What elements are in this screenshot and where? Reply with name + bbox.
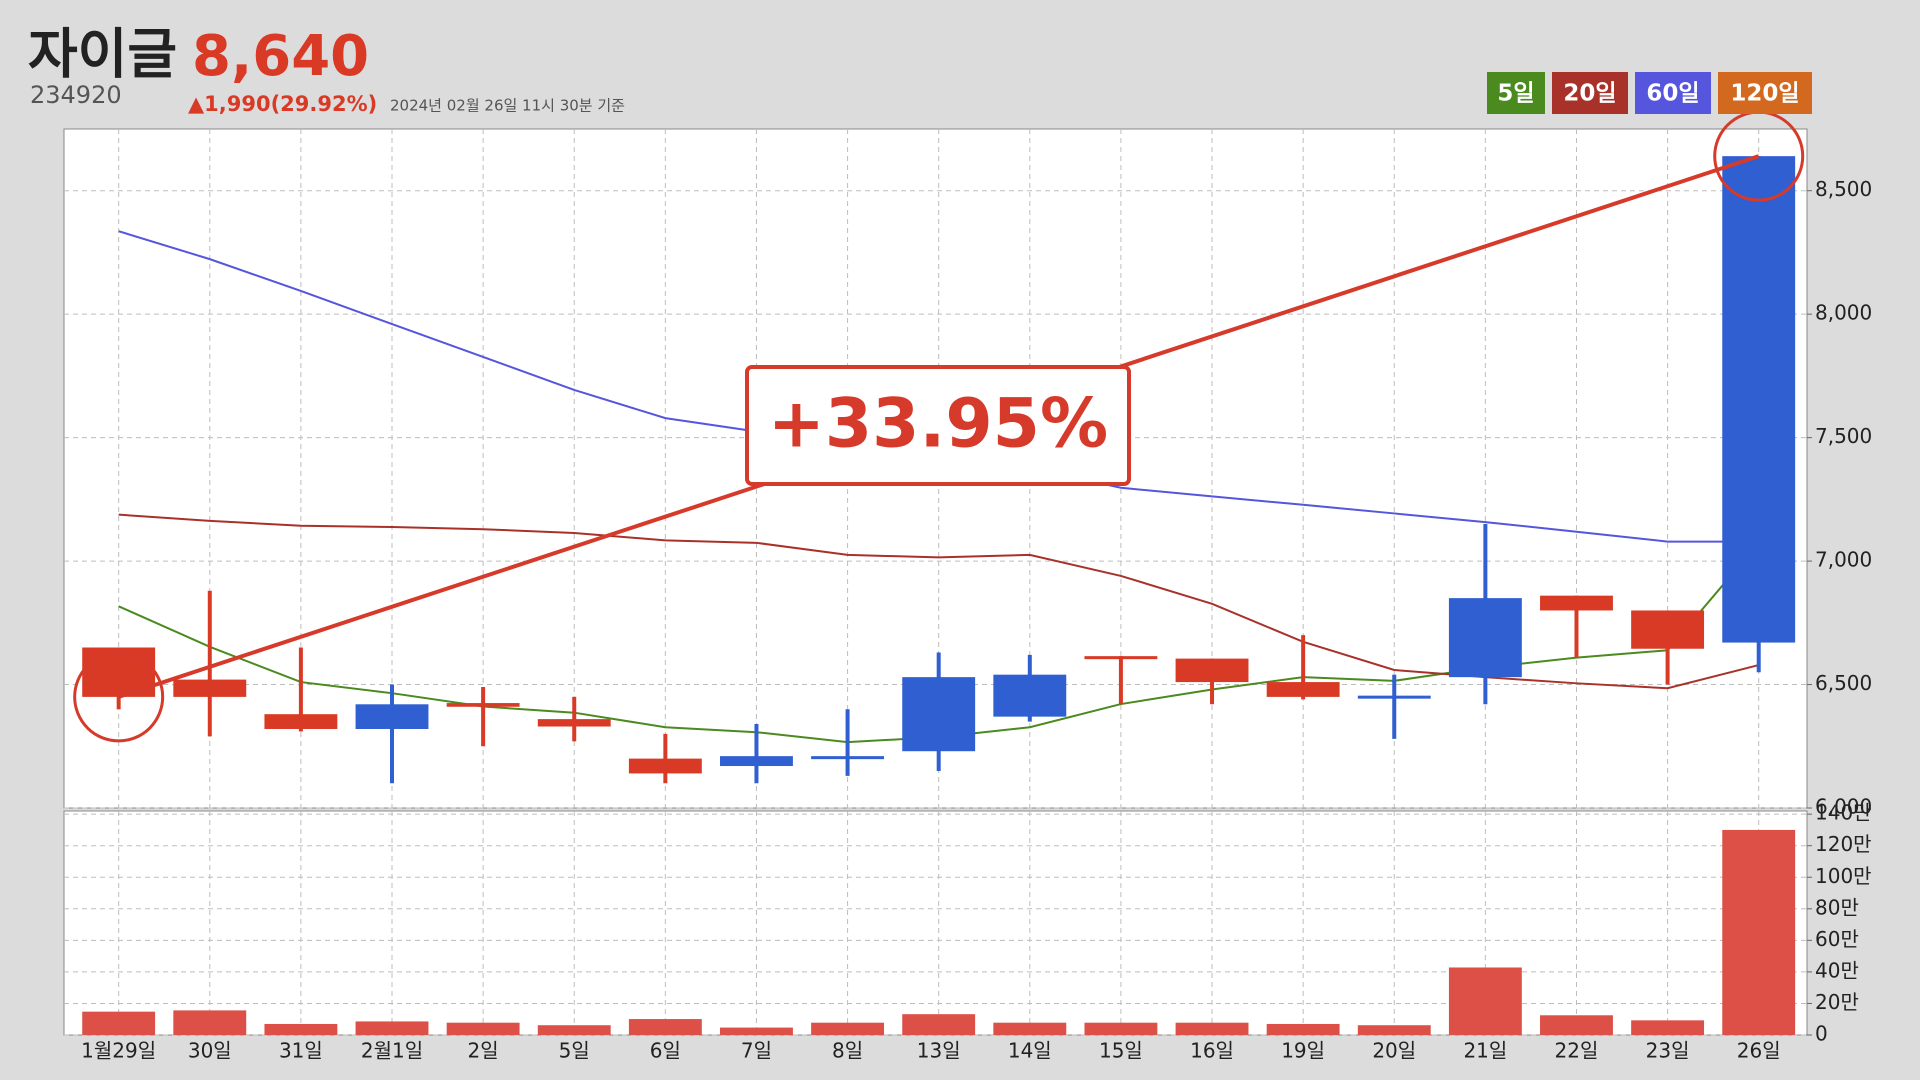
volume-tick-label: 40만	[1815, 958, 1859, 982]
legend-label: 20일	[1563, 81, 1616, 107]
x-tick-label: 26일	[1737, 1039, 1781, 1063]
x-tick-label: 20일	[1372, 1039, 1416, 1063]
x-tick-label: 2일	[468, 1039, 499, 1063]
candle-body	[1175, 658, 1249, 683]
volume-panel	[63, 810, 1808, 1036]
x-tick-label: 15일	[1099, 1039, 1143, 1063]
legend-label: 120일	[1730, 81, 1799, 107]
candle-body	[446, 703, 520, 707]
candle-body	[1631, 610, 1705, 649]
x-tick-label: 8일	[832, 1039, 863, 1063]
candle-body	[720, 756, 793, 767]
volume-tick-label: 0	[1815, 1022, 1828, 1046]
legend-label: 5일	[1497, 81, 1534, 107]
timestamp: 2024년 02월 26일 11시 30분 기준	[390, 97, 625, 115]
volume-bar	[1448, 967, 1522, 1035]
volume-bar	[1540, 1015, 1613, 1035]
candle-body	[993, 674, 1067, 717]
volume-tick-label: 80만	[1815, 895, 1859, 919]
candle-body	[811, 756, 885, 760]
volume-bar	[446, 1022, 520, 1035]
volume-bar	[720, 1027, 793, 1035]
y-tick-label: 8,500	[1815, 177, 1872, 201]
y-tick-label: 7,500	[1815, 424, 1872, 448]
legend-badge	[1718, 72, 1812, 114]
legend-badge	[1552, 72, 1628, 114]
legend-badge	[1487, 72, 1545, 114]
price-change: ▲1,990(29.92%)	[188, 92, 377, 116]
legend-label: 60일	[1646, 81, 1699, 107]
y-tick-label: 6,500	[1815, 671, 1872, 695]
volume-bar	[1266, 1023, 1340, 1035]
volume-bar	[173, 1010, 247, 1035]
volume-bar	[1357, 1025, 1431, 1035]
volume-tick-label: 140만	[1815, 801, 1872, 825]
x-tick-label: 30일	[188, 1039, 232, 1063]
candle-body	[1448, 598, 1522, 678]
volume-bar	[628, 1019, 702, 1035]
volume-bar	[811, 1022, 885, 1035]
volume-bar	[1175, 1022, 1249, 1035]
volume-tick-label: 20만	[1815, 990, 1859, 1014]
x-tick-label: 1월29일	[81, 1039, 156, 1063]
x-tick-label: 21일	[1463, 1039, 1507, 1063]
legend-badge	[1635, 72, 1711, 114]
plot: 1월29일 30일 31일 2월1일 2일 5일 6일 7일 8일 13일 14일 15일 16일 19일…	[64, 72, 1872, 1063]
volume-bar	[537, 1025, 611, 1035]
x-tick-label: 5일	[559, 1039, 590, 1063]
x-tick-label: 22일	[1555, 1039, 1599, 1063]
volume-tick-label: 120만	[1815, 832, 1872, 856]
annotation-circle	[73, 651, 165, 743]
volume-bar	[1722, 829, 1796, 1035]
volume-bar	[1084, 1022, 1158, 1035]
candle-body	[173, 679, 247, 697]
volume-bar	[1631, 1020, 1705, 1035]
volume-tick-label: 100만	[1815, 864, 1872, 888]
volume-bar	[264, 1023, 338, 1035]
volume-bar	[993, 1022, 1067, 1035]
candle-body	[628, 758, 702, 774]
x-tick-label: 13일	[917, 1039, 961, 1063]
stock-name: 자이글	[28, 23, 177, 86]
x-tick-label: 19일	[1281, 1039, 1325, 1063]
volume-tick-label: 60만	[1815, 927, 1859, 951]
candle-body	[1084, 656, 1158, 660]
candle-body	[1722, 156, 1796, 643]
x-tick-label: 14일	[1008, 1039, 1052, 1063]
candle-body	[1357, 695, 1431, 699]
y-tick-label: 7,000	[1815, 548, 1872, 572]
x-tick-label: 23일	[1646, 1039, 1690, 1063]
volume-bar	[355, 1021, 429, 1035]
x-tick-label: 7일	[741, 1039, 772, 1063]
stock-code: 234920	[30, 81, 122, 109]
candle-body	[264, 714, 338, 729]
x-tick-label: 31일	[279, 1039, 323, 1063]
annotation-text: +33.95%	[768, 385, 1108, 464]
candle-body	[1266, 682, 1340, 697]
volume-bar	[902, 1014, 976, 1035]
stock-price: 8,640	[192, 24, 369, 89]
x-tick-label: 2월1일	[361, 1039, 423, 1063]
x-tick-label: 16일	[1190, 1039, 1234, 1063]
candle-body	[902, 677, 976, 752]
y-tick-label: 6,000	[1815, 795, 1872, 819]
candle-body	[1540, 595, 1613, 611]
y-tick-label: 8,000	[1815, 301, 1872, 325]
annotation-box	[745, 365, 1131, 486]
x-tick-label: 6일	[650, 1039, 681, 1063]
volume-bar	[82, 1011, 156, 1035]
candle-body	[537, 719, 611, 727]
candle-body	[355, 704, 429, 729]
